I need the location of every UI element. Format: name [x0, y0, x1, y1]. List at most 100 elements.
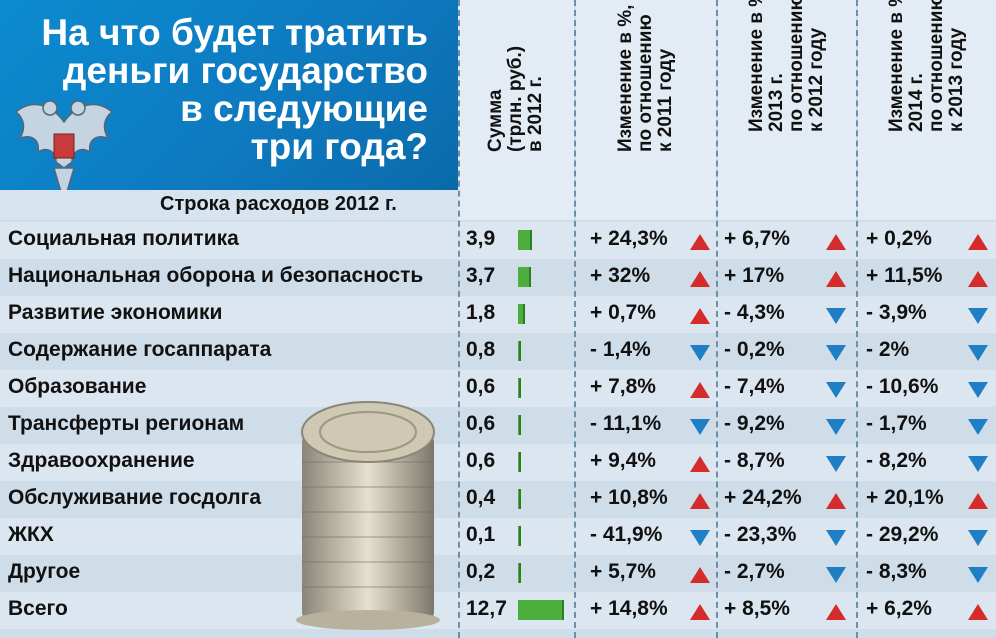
- sum-value: 1,8: [466, 301, 496, 324]
- sum-bar: [518, 378, 521, 398]
- header-line: к 2013 году: [946, 27, 967, 132]
- arrow-up-icon: [826, 604, 846, 620]
- arrow-up-icon: [690, 382, 710, 398]
- header-line: по отношению: [786, 0, 807, 132]
- row-label: Образование: [8, 375, 147, 398]
- row-label: Обслуживание госдолга: [8, 486, 262, 509]
- column-header-text: Изменение в %, 2014 г. по отношению к 20…: [886, 0, 967, 132]
- arrow-up-icon: [690, 567, 710, 583]
- arrow-down-icon: [826, 345, 846, 361]
- row-label: Социальная политика: [8, 227, 239, 250]
- row-label: Содержание госаппарата: [8, 338, 272, 361]
- change-2012: + 0,7%: [590, 301, 656, 324]
- change-2013: - 9,2%: [724, 412, 785, 435]
- column-divider: [716, 0, 718, 638]
- change-2014: - 8,2%: [866, 449, 927, 472]
- arrow-down-icon: [826, 308, 846, 324]
- arrow-up-icon: [690, 308, 710, 324]
- table-row: Образование 0,6 + 7,8% - 7,4% - 10,6%: [0, 370, 996, 407]
- arrow-down-icon: [968, 567, 988, 583]
- column-header-text: Изменение в %, 2013 г. по отношению к 20…: [746, 0, 827, 132]
- header-line: Изменение в %,: [615, 4, 636, 152]
- row-label: Национальная оборона и безопасность: [8, 264, 424, 287]
- change-2014: - 8,3%: [866, 560, 927, 583]
- arrow-up-icon: [690, 271, 710, 287]
- header-line: Сумма: [485, 89, 506, 152]
- arrow-down-icon: [826, 567, 846, 583]
- arrow-down-icon: [690, 345, 710, 361]
- row-header-label: Строка расходов 2012 г.: [160, 193, 397, 215]
- header-line: Изменение в %,: [886, 0, 907, 132]
- sum-value: 3,9: [466, 227, 496, 250]
- arrow-down-icon: [690, 530, 710, 546]
- arrow-down-icon: [826, 530, 846, 546]
- sum-bar: [518, 526, 521, 546]
- change-2014: + 0,2%: [866, 227, 932, 250]
- title-line: деньги государство: [62, 50, 428, 91]
- arrow-down-icon: [968, 419, 988, 435]
- sum-value: 12,7: [466, 597, 507, 620]
- arrow-down-icon: [826, 456, 846, 472]
- arrow-up-icon: [826, 271, 846, 287]
- arrow-up-icon: [826, 493, 846, 509]
- table-row: Всего 12,7 + 14,8% + 8,5% + 6,2%: [0, 592, 996, 629]
- sum-value: 0,8: [466, 338, 496, 361]
- column-header-sum: Сумма (трлн. руб.) в 2012 г.: [458, 0, 574, 220]
- arrow-up-icon: [690, 456, 710, 472]
- sum-bar: [518, 341, 521, 361]
- change-2013: - 2,7%: [724, 560, 785, 583]
- table-row: Другое 0,2 + 5,7% - 2,7% - 8,3%: [0, 555, 996, 592]
- sum-bar: [518, 267, 532, 287]
- arrow-up-icon: [690, 604, 710, 620]
- row-header-band: [0, 190, 458, 220]
- sum-value: 0,2: [466, 560, 496, 583]
- column-header-2012: Изменение в %, по отношению к 2011 году: [576, 0, 716, 220]
- row-label: Трансферты регионам: [8, 412, 245, 435]
- sum-value: 0,1: [466, 523, 496, 546]
- arrow-up-icon: [968, 493, 988, 509]
- sum-bar: [518, 230, 533, 250]
- change-2013: - 8,7%: [724, 449, 785, 472]
- column-header-2013: Изменение в %, 2013 г. по отношению к 20…: [718, 0, 856, 220]
- change-2012: + 24,3%: [590, 227, 668, 250]
- arrow-up-icon: [968, 604, 988, 620]
- row-label: Всего: [8, 597, 68, 620]
- coat-of-arms-icon: [14, 100, 114, 190]
- header-line: (трлн. руб.): [505, 45, 526, 152]
- sum-value: 0,4: [466, 486, 496, 509]
- change-2012: - 11,1%: [590, 412, 662, 435]
- arrow-up-icon: [968, 271, 988, 287]
- row-label: Здравоохранение: [8, 449, 195, 472]
- title-banner: На что будет тратить деньги государство …: [0, 0, 458, 190]
- title-line: в следующие: [180, 88, 428, 129]
- change-2014: + 11,5%: [866, 264, 943, 287]
- table-row: Национальная оборона и безопасность 3,7 + …: [0, 259, 996, 296]
- change-2014: + 20,1%: [866, 486, 944, 509]
- table-row: Развитие экономики 1,8 + 0,7% - 4,3% - 3,9%: [0, 296, 996, 333]
- change-2012: + 10,8%: [590, 486, 668, 509]
- header-line: по отношению: [926, 0, 947, 132]
- sum-bar: [518, 415, 521, 435]
- change-2014: - 2%: [866, 338, 910, 361]
- header-line: 2014 г.: [906, 73, 927, 132]
- header-line: к 2011 году: [655, 48, 676, 152]
- column-divider: [574, 0, 576, 638]
- change-2013: - 7,4%: [724, 375, 785, 398]
- arrow-down-icon: [968, 345, 988, 361]
- change-2012: + 9,4%: [590, 449, 656, 472]
- table-row: Содержание госаппарата 0,8 - 1,4% - 0,2% - 2…: [0, 333, 996, 370]
- change-2012: - 41,9%: [590, 523, 663, 546]
- arrow-down-icon: [968, 308, 988, 324]
- change-2013: + 8,5%: [724, 597, 790, 620]
- arrow-up-icon: [690, 234, 710, 250]
- arrow-up-icon: [968, 234, 988, 250]
- table-row: Обслуживание госдолга 0,4 + 10,8% + 24,2% + …: [0, 481, 996, 518]
- column-divider: [458, 0, 460, 638]
- arrow-up-icon: [690, 493, 710, 509]
- sum-value: 3,7: [466, 264, 496, 287]
- sum-value: 0,6: [466, 375, 496, 398]
- column-header-2014: Изменение в %, 2014 г. по отношению к 20…: [858, 0, 996, 220]
- change-2013: + 17%: [724, 264, 785, 287]
- change-2012: + 32%: [590, 264, 651, 287]
